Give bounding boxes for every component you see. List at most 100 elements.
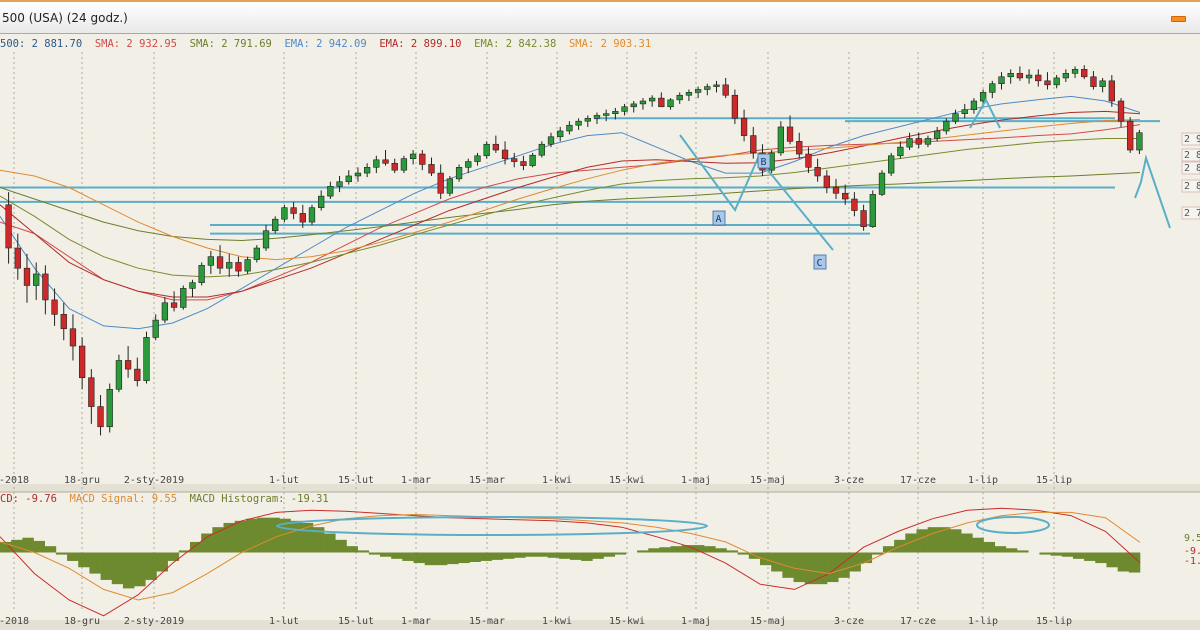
macd-histogram-bar [134, 552, 146, 587]
candle-body [933, 130, 941, 139]
price-label-box [1181, 148, 1200, 162]
macd-histogram-bar [570, 552, 582, 560]
candle-body [1127, 120, 1134, 151]
candle-body [42, 273, 49, 301]
moving-average-line [0, 119, 1141, 261]
candle-body [842, 192, 849, 200]
macd-histogram-bar [502, 552, 515, 559]
macd-histogram-bar [782, 552, 794, 578]
macd-histogram-bar [514, 552, 526, 558]
candle-body [538, 143, 545, 156]
candle-body [805, 153, 812, 168]
candle-body [373, 159, 380, 168]
minimize-icon[interactable] [1171, 16, 1186, 22]
candle-body [667, 99, 674, 108]
macd-histogram-bar [368, 552, 381, 555]
candle-body [685, 92, 693, 96]
candle-body [593, 115, 601, 119]
candle-body [832, 187, 840, 194]
candle-body [14, 247, 21, 269]
macd-histogram-bar [257, 517, 269, 553]
candle-body [465, 161, 472, 168]
candle-body [336, 181, 343, 187]
panel-divider [0, 484, 1200, 492]
candle-body [952, 113, 959, 122]
x-tick-label-macd: 1-mar [401, 616, 431, 627]
x-tick-label-macd: -2018 [0, 616, 29, 627]
macd-histogram-bar [793, 552, 806, 583]
x-tick-label-macd: 3-cze [834, 616, 864, 627]
macd-ellipse-annotation [276, 516, 708, 536]
candle-body [648, 97, 656, 102]
candle-body [547, 136, 555, 145]
macd-histogram-bar [525, 552, 537, 557]
candle-body [869, 194, 876, 227]
candle-body [1062, 73, 1070, 79]
candle-body [299, 213, 306, 223]
candle-body [1117, 100, 1125, 122]
macd-histogram-bar [89, 552, 101, 574]
macd-value-label: 9.5 [1184, 533, 1200, 544]
candle-body [161, 302, 169, 321]
macd-histogram-bar [447, 552, 459, 565]
macd-histogram-bar [715, 548, 727, 553]
macd-histogram-bar [491, 552, 504, 560]
candle-body [704, 86, 711, 90]
x-tick-label: 2-sty-2019 [124, 475, 184, 486]
macd-histogram-bar [737, 552, 750, 555]
macd-histogram-bar [771, 552, 783, 572]
macd-histogram-bar [558, 552, 571, 559]
x-tick-label: 15-kwi [609, 475, 645, 486]
macd-histogram-bar [1072, 552, 1085, 559]
candle-body [1081, 68, 1088, 78]
moving-average-line [0, 124, 1141, 301]
candle-body [575, 120, 582, 126]
wave-marker-box [712, 210, 726, 226]
moving-average-line [0, 95, 1141, 330]
candle-body [244, 259, 251, 272]
candle-body [483, 143, 490, 157]
x-tick-label: 18-gru [64, 475, 100, 486]
macd-histogram-bar [838, 552, 850, 578]
candle-body [474, 155, 481, 162]
price-label: 2 8 [1184, 181, 1200, 192]
candle-body [235, 262, 242, 272]
macd-histogram-bar [435, 552, 448, 566]
price-label-box [1181, 179, 1200, 193]
candle-body [860, 210, 867, 227]
candle-body [262, 230, 270, 249]
candle-body [23, 267, 31, 286]
candle-body [851, 198, 858, 211]
bottom-border [0, 620, 1200, 630]
candle-body [327, 186, 334, 197]
candle-body [446, 178, 454, 194]
candle-body [207, 256, 215, 266]
macd-signal-line [0, 511, 1141, 601]
macd-histogram-bar [1017, 550, 1029, 553]
candle-body [419, 153, 426, 165]
macd-histogram-bar [905, 533, 917, 553]
candle-body [511, 158, 518, 162]
macd-histogram-bar [804, 552, 817, 585]
candle-body [731, 94, 739, 119]
macd-histogram-bar [44, 546, 57, 553]
macd-histogram-bar [1050, 552, 1063, 556]
candle-body [1025, 74, 1033, 79]
x-tick-label: 1-maj [681, 475, 711, 486]
candle-body [823, 175, 830, 188]
x-tick-label-macd: 15-mar [469, 616, 505, 627]
macd-histogram-bar [760, 552, 772, 566]
candle-body [906, 138, 913, 148]
candle-body [308, 207, 316, 223]
candle-body [345, 175, 352, 183]
candle-body [198, 265, 205, 283]
candle-body [796, 141, 803, 155]
x-tick-label: 3-cze [834, 475, 864, 486]
candle-body [584, 118, 591, 122]
macd-histogram-bar [55, 552, 68, 555]
macd-histogram-bar [1039, 552, 1051, 555]
candle-body [915, 138, 922, 145]
x-tick-label: 15-maj [750, 475, 786, 486]
indicator-label-0: 500: 2 881.70 [0, 38, 95, 50]
